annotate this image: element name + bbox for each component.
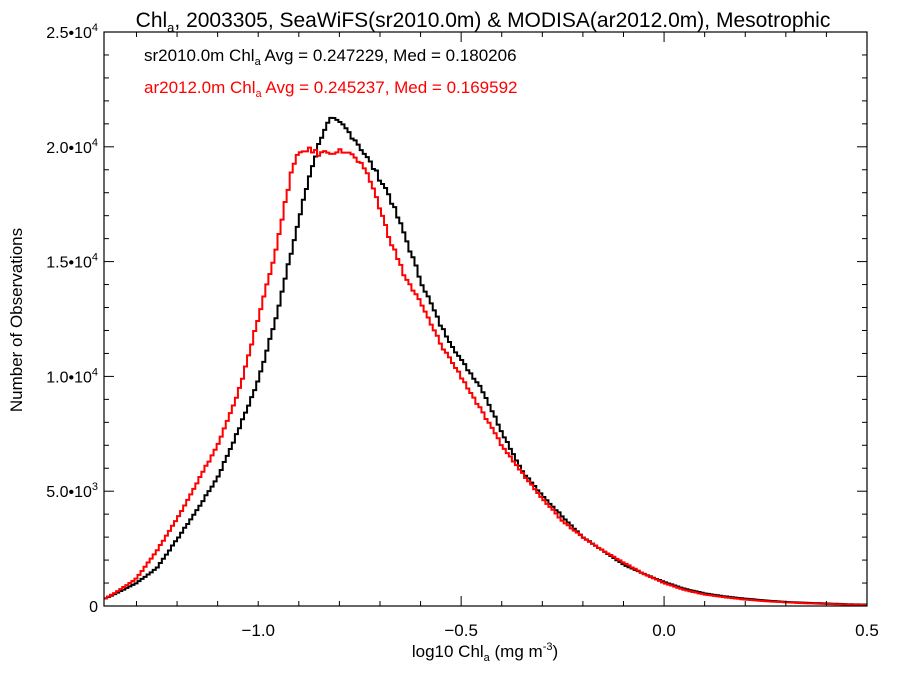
x-tick-label: 0.5: [855, 621, 879, 640]
series-line-sr2010.0m: [104, 116, 867, 606]
y-axis-label: Number of Observations: [7, 228, 26, 412]
y-tick-label: 5.0•103: [46, 481, 98, 501]
series-line-ar2012.0m: [104, 146, 867, 606]
series-layer: [104, 116, 867, 606]
y-tick-label: 2.5•104: [46, 22, 98, 42]
x-tick-label: 0.0: [652, 621, 676, 640]
legend-entry-sr2010: sr2010.0m Chla Avg = 0.247229, Med = 0.1…: [144, 46, 517, 68]
y-tick-label: 1.0•104: [46, 366, 98, 386]
y-tick-label: 0: [89, 599, 98, 616]
x-tick-label: −1.0: [241, 621, 275, 640]
ticks-layer: −1.0 −0.5 0.0 0.5 0 5.0•103 1.0•104 1.5•104 2.0•…: [46, 22, 879, 640]
x-tick-label: −0.5: [444, 621, 478, 640]
x-axis-label: log10 Chla (mg m-3): [412, 641, 558, 664]
legend: sr2010.0m Chla Avg = 0.247229, Med = 0.1…: [144, 46, 518, 100]
chart-title: Chla, 2003305, SeaWiFS(sr2010.0m) & MODI…: [136, 9, 831, 35]
y-tick-label: 2.0•104: [46, 137, 98, 157]
y-tick-label: 1.5•104: [46, 252, 98, 272]
legend-entry-ar2012: ar2012.0m Chla Avg = 0.245237, Med = 0.1…: [144, 78, 518, 100]
plot-frame: [103, 31, 868, 607]
